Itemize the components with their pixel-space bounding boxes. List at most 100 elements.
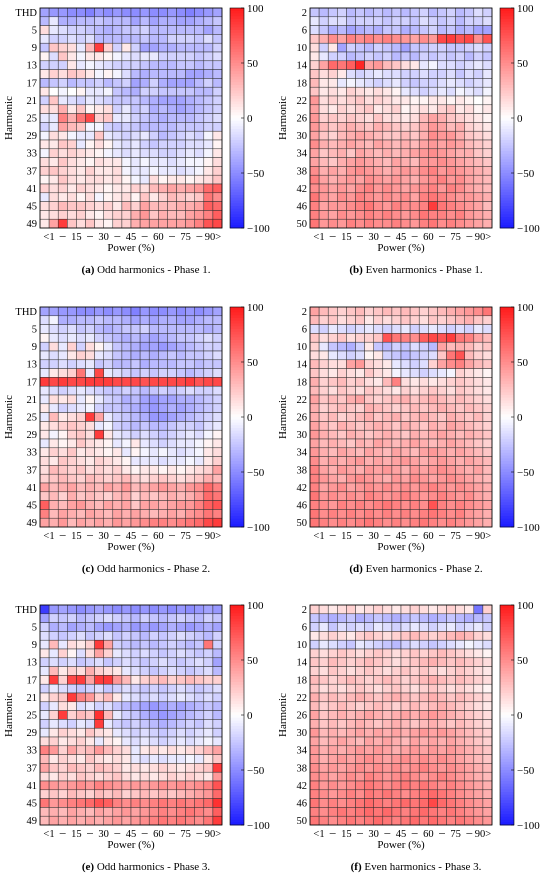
heatmap-cell (94, 104, 104, 114)
heatmap-cell (391, 174, 402, 185)
heatmap-cell (76, 78, 86, 88)
heatmap-cell (176, 771, 186, 782)
heatmap-cell (446, 473, 456, 484)
heatmap-cell (194, 771, 205, 782)
heatmap-cell (76, 130, 86, 141)
heatmap-cell (103, 201, 114, 211)
heatmap-cell (167, 509, 177, 519)
heatmap-cell (67, 377, 77, 387)
heatmap-cell (482, 394, 493, 405)
heatmap-cell (57, 192, 68, 202)
heatmap-cell (39, 710, 50, 720)
heatmap-cell (76, 368, 86, 378)
heatmap-cell (167, 333, 177, 343)
heatmap-cell (57, 473, 68, 484)
heatmap-cell (400, 148, 411, 158)
heatmap-cell (464, 517, 475, 528)
heatmap-cell (327, 104, 338, 114)
heatmap-cell (327, 377, 338, 387)
heatmap-cell (482, 438, 493, 449)
heatmap-cell (437, 701, 447, 711)
heatmap-cell (473, 174, 484, 185)
heatmap-cell (327, 482, 338, 493)
colorbar-segment (230, 668, 244, 672)
heatmap-cell (194, 798, 205, 808)
heatmap-cell (158, 183, 168, 194)
heatmap-cell (418, 727, 429, 738)
heatmap-cell (464, 500, 475, 510)
heatmap-cell (318, 157, 329, 167)
heatmap-cell (400, 341, 411, 352)
heatmap-cell (309, 183, 320, 194)
heatmap-cell (148, 631, 159, 641)
colorbar-segment (500, 797, 514, 801)
heatmap-cell (473, 192, 484, 202)
colorbar-segment (230, 381, 244, 385)
heatmap-cell (464, 166, 475, 176)
heatmap-cell (212, 324, 223, 334)
heatmap-cell (94, 491, 104, 501)
heatmap-cell (94, 7, 104, 18)
colorbar-segment (500, 74, 514, 78)
heatmap-cell (112, 412, 123, 422)
heatmap-cell (437, 95, 447, 106)
colorbar-segment (500, 488, 514, 492)
colorbar-segment (230, 458, 244, 462)
heatmap-cell (482, 771, 493, 782)
colorbar-segment (500, 767, 514, 771)
heatmap-cell (185, 631, 195, 641)
heatmap-cell (158, 333, 168, 343)
heatmap-cell (167, 403, 177, 413)
heatmap-cell (437, 648, 447, 659)
heatmap-cell (337, 465, 347, 475)
colorbar-segment (230, 778, 244, 782)
heatmap-cell (327, 438, 338, 449)
heatmap-cell (148, 16, 159, 26)
y-tick-label: 45 (27, 202, 38, 213)
heatmap-cell (318, 631, 329, 641)
colorbar-segment (230, 485, 244, 489)
heatmap-cell (446, 306, 456, 317)
heatmap-cell (355, 429, 365, 440)
heatmap-cell (473, 306, 484, 317)
heatmap-cell (409, 657, 420, 667)
heatmap-cell (400, 306, 411, 317)
heatmap-cell (103, 631, 114, 641)
heatmap-cell (337, 482, 347, 493)
heatmap-cell (309, 86, 320, 97)
heatmap-cell (148, 130, 159, 141)
heatmap-cell (167, 412, 177, 422)
heatmap-cell (85, 675, 95, 685)
heatmap-cell (130, 517, 141, 528)
heatmap-cell (103, 456, 114, 466)
heatmap-cell (373, 500, 384, 510)
heatmap-cell (418, 139, 429, 150)
heatmap-cell (355, 324, 365, 334)
heatmap-cell (112, 807, 123, 817)
x-tick-label: 60 (153, 531, 164, 542)
heatmap-cell (94, 166, 104, 176)
heatmap-cell (130, 447, 141, 457)
heatmap-cell (185, 60, 195, 70)
heatmap-cell (391, 710, 402, 720)
heatmap-cell (167, 482, 177, 493)
heatmap-cell (203, 95, 214, 106)
heatmap-cell (112, 657, 123, 667)
heatmap-cell (355, 350, 365, 361)
heatmap-cell (309, 666, 320, 676)
heatmap-cell (373, 130, 384, 141)
heatmap-cell (318, 183, 329, 194)
heatmap-cell (139, 78, 150, 88)
heatmap-cell (346, 815, 356, 826)
heatmap-cell (464, 465, 475, 475)
heatmap-cell (418, 130, 429, 141)
heatmap-cell (158, 166, 168, 176)
heatmap-cell (346, 394, 356, 405)
colorbar-segment (500, 452, 514, 456)
heatmap-cell (337, 456, 347, 466)
heatmap-cell (112, 666, 123, 676)
heatmap-cell (39, 780, 50, 791)
heatmap-cell (130, 465, 141, 475)
heatmap-cell (391, 148, 402, 158)
heatmap-cell (76, 780, 86, 791)
